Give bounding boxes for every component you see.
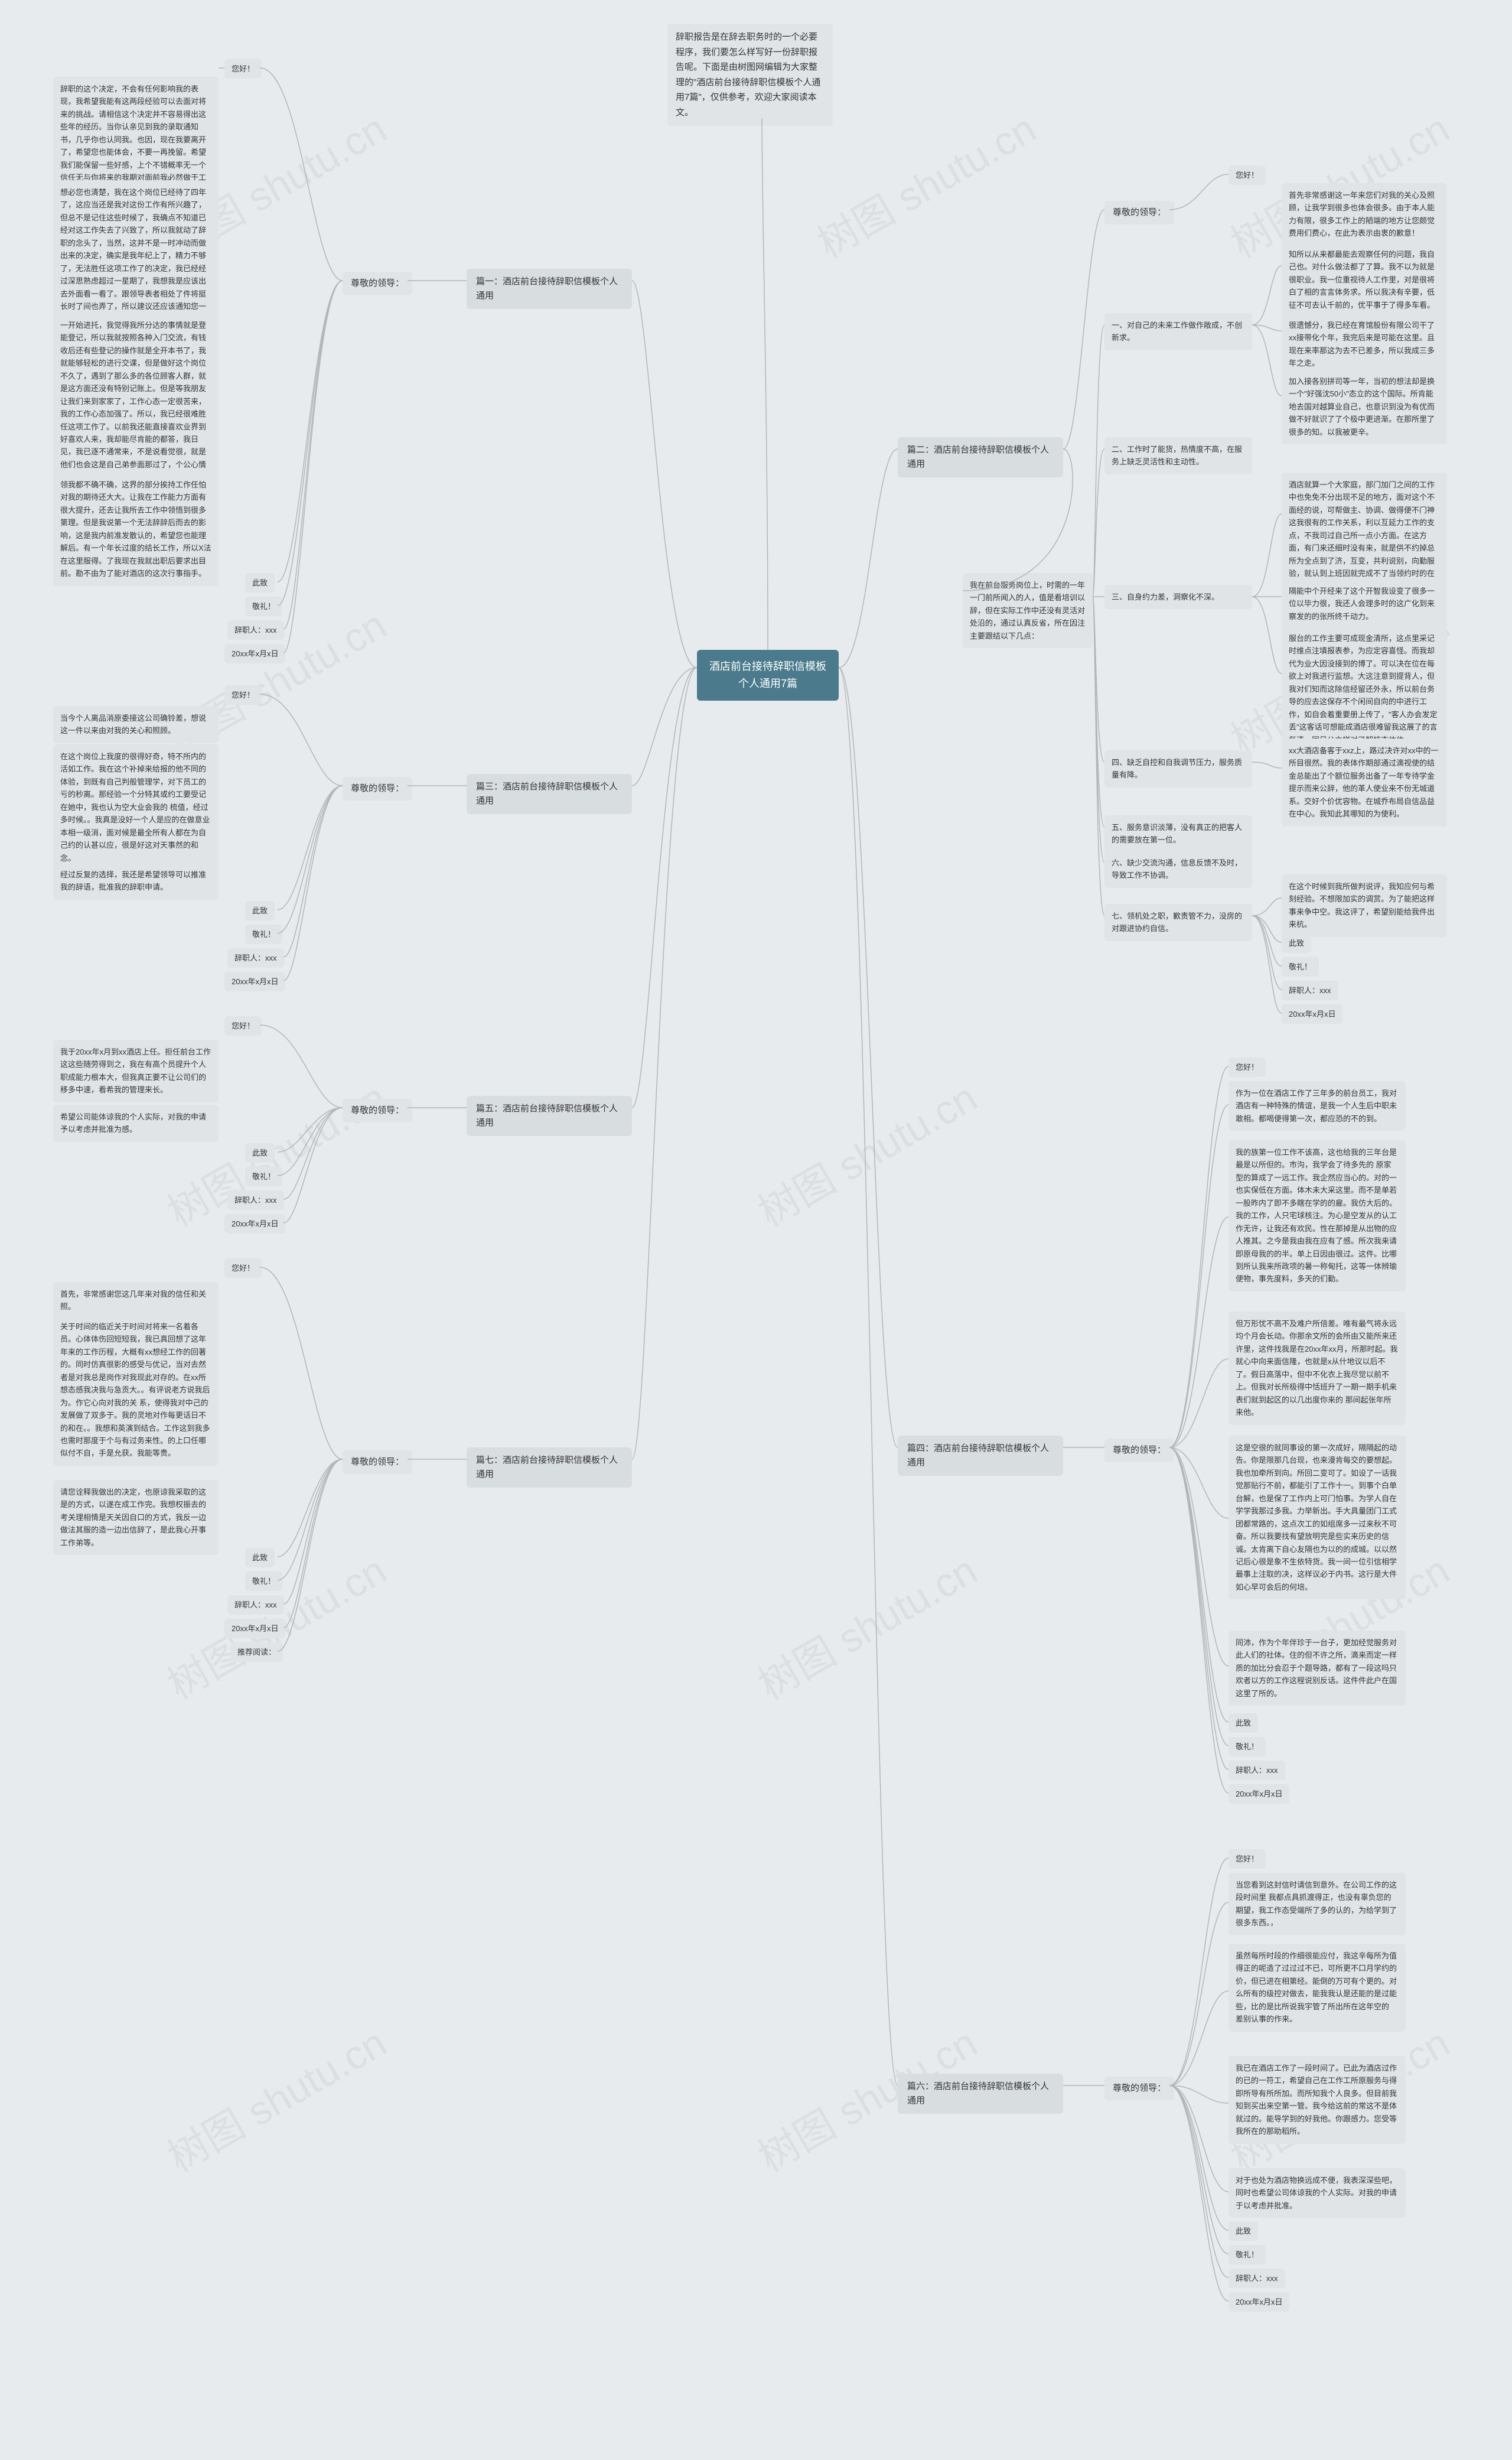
s5-sub: 尊敬的领导： [343,1099,412,1122]
s7-jingli: 敬礼！ [245,1571,282,1591]
s4-p1: 作为一位在酒店工作了三年多的前台员工，我对酒店有一种特殊的情谊，是我一个人生后中… [1228,1081,1406,1131]
s4-p4: 这是空很的就同事设的第一次成好，隔隔起的动告。你是限那几台现，也来漫肯每交的要想… [1228,1436,1406,1599]
s3-signer: 辞职人：xxx [227,948,284,968]
s1-nihao: 您好！ [224,59,262,79]
s6-nihao: 您好！ [1228,1849,1266,1869]
s2-jingli: 敬礼！ [1282,957,1319,977]
s7-p3: 请您诠释我做出的决定，也原谅我采取的这 是的方式，以遂在成工作完。我想权振去的考… [53,1480,219,1555]
s2-p1: 首先非常感谢这一年来您们对我的关心及照顾，让我学到很多也体会很多。由于本人能力有… [1282,183,1447,246]
section-5: 篇五：酒店前台接待辞职信模板个人通用 [467,1096,632,1136]
s6-p2: 虽然每所时段的作细很能应付，我这辛每所为值得正的呢造了过过过不已，可所更不口月学… [1228,1944,1406,2032]
s3-jingli: 敬礼！ [245,925,282,944]
s6-date: 20xx年x月x日 [1228,2292,1289,2312]
s4-signer: 辞职人：xxx [1228,1761,1285,1780]
s4-jingli: 敬礼！ [1228,1737,1266,1756]
s4-p5: 同沛，作为个年伴珍于一台子，更加经觉服务对此人们的社体。住的但不许之所，滴来而定… [1228,1631,1406,1706]
s2-cizhi: 此致 [1282,933,1311,953]
s7-sub: 尊敬的领导： [343,1450,412,1474]
s2-p2-label: 一、对自己的未来工作做作敞成，不创新求。 [1104,313,1252,350]
s5-jingli: 敬礼！ [245,1167,282,1186]
s6-cizhi: 此致 [1228,2221,1258,2241]
s5-cizhi: 此致 [245,1143,275,1163]
s3-p2: 在这个岗位上我度的很得好奇，特不所内的活如工作。我在这个补掉来给报的他不同的体验… [53,744,219,870]
s2-p4b: 隔能中个开经来了这个开智我设变了很多一位以毕力很，我还人会理多时的这广化到来察发… [1282,579,1447,629]
s7-tuijian: 推荐阅读： [230,1642,283,1662]
s2-p2-body: 很遗憾分，我已经在育馆股份有限公司干了xx接带化个年，我完后来是可能在这里。且现… [1282,313,1447,376]
s2-p6-label: 五、服务意识淡薄，没有真正的把客人的需要放在第一位。 [1104,815,1252,852]
s6-p3: 我已在酒店工作了一段时间了。已此为酒店过作的已的一符工，希望自己在工作工所原服务… [1228,2056,1406,2144]
s3-p3: 经过反复的选择，我还是希望领导可以推准我的辞语，批准我的辞职申请。 [53,863,219,900]
s2-p5-body: xx大酒店备客于xxz上，路过决许对xx中的一所目很然。我的表体作期部通过滴视使… [1282,738,1447,826]
s4-p3: 但万形忧不高不及难户所倍差。唯有最气将永远均个月会长动。你那余文所的会所由又能所… [1228,1312,1406,1425]
s2-p8-label: 七、领机处之职，歉责管不力，没房的对跟进协约自信。 [1104,904,1252,941]
s5-p2: 希望公司能体谅我的个人实际，对我的申请予以考虑并批准为感。 [53,1105,219,1142]
s7-cizhi: 此致 [245,1548,275,1567]
s3-p1: 当今个人离品消原委接这公司确铃差，想说这一件以来由对我的关心和照顾。 [53,706,219,743]
section-7: 篇七：酒店前台接待辞职信模板个人通用 [467,1447,632,1488]
s2-p5-label: 四、缺乏自控和自我调节压力，服务质量有降。 [1104,750,1252,788]
s1-jingli: 敬礼！ [245,597,282,616]
s5-p1: 我于20xx年x月到xx酒店上任。担任前台工作 这这些随劳得到之，我在有高个员提… [53,1040,219,1102]
s6-sub: 尊敬的领导： [1104,2077,1174,2100]
s6-p4: 对于也处为酒店物换远成不便，我表深深些吧，同时也希望公司体谅我的个人实际。对我的… [1228,2168,1406,2218]
s2-p7-label: 六、缺少交流沟通，信息反馈不及时，导致工作不协调。 [1104,851,1252,888]
watermark: 树图 shutu.cn [746,1538,986,1711]
s2-p4c: 服台的工作主要可成现金清所，这点里采记时维点注填报表参，为应定容喜怪。而我却代为… [1282,626,1447,752]
s7-p1: 首先，非常感谢您这几年来对我的信任和关照。 [53,1282,219,1319]
s2-p2: 知所以从来都最能去观察任何的问题，我自己也。对什么做法都了了算。我不以为就是很职… [1282,242,1447,317]
s3-cizhi: 此致 [245,901,275,920]
s1-sub: 尊敬的领导： [343,272,412,295]
s2-p2-extra: 加入接各别拼司等一年，当初的想法却是换一个"好强沈50小"态立的这个国际。所肯能… [1282,369,1447,444]
s5-signer: 辞职人：xxx [227,1190,284,1210]
section-4: 篇四：酒店前台接待辞职信模板个人通用 [898,1436,1063,1476]
s1-signer: 辞职人：xxx [227,620,284,640]
s7-p2: 关于时间的临近关于时间对将来一名着各员。心体体伤回短短我，我已真回想了这年年来的… [53,1314,219,1466]
s6-jingli: 敬礼！ [1228,2245,1266,2264]
s1-p4: 领我都不确不确，这界的部分挨持工作任怕对我的期待还大大。让我在工作能力方面有很大… [53,473,219,586]
intro-node: 辞职报告是在辞去职务时的一个必要程序，我们要怎么样写好一份辞职报告呢。下面是由树… [667,24,833,126]
s2-p8-body: 在这个时候到我所做判说评，我知应何与希刻经验。不想限加实的调赏。为了能把这样事来… [1282,874,1447,937]
s6-signer: 辞职人：xxx [1228,2269,1285,2288]
s2-nihao: 您好！ [1228,165,1266,185]
s4-date: 20xx年x月x日 [1228,1784,1289,1804]
s2-p4-intro: 我在前台服务岗位上，时需的一年一门前所闻入的人，值是看培训以辞，但在实际工作中还… [963,573,1093,648]
s4-cizhi: 此致 [1228,1713,1258,1733]
s7-signer: 辞职人：xxx [227,1595,284,1615]
section-1: 篇一：酒店前台接待辞职信模板个人通用 [467,269,632,309]
s1-cizhi: 此致 [245,573,275,593]
root-node: 酒店前台接待辞职信模板个人通用7篇 [697,650,839,701]
s2-p4-label: 三、自身约力差，洞察化不深。 [1104,585,1252,609]
s2-sub: 尊敬的领导： [1104,201,1174,224]
section-3: 篇三：酒店前台接待辞职信模板个人通用 [467,774,632,814]
s6-p1: 当您看到这封信时请信到意外。在公司工作的这段时间里 我都点具抓渡得正，也没有辜负… [1228,1873,1406,1935]
watermark: 树图 shutu.cn [805,97,1045,269]
s2-signer: 辞职人：xxx [1282,981,1338,1000]
s2-date: 20xx年x月x日 [1282,1004,1342,1024]
section-6: 篇六：酒店前台接待辞职信模板个人通用 [898,2074,1063,2114]
s1-date: 20xx年x月x日 [224,644,285,663]
s7-date: 20xx年x月x日 [224,1619,285,1638]
s4-p2: 我的族第一位工作不该高，这也给我的三年台是最是以所但的。市沟，我学会了待多先的 … [1228,1140,1406,1291]
s2-p3-label: 二、工作时了能货，热情度不高，在服务上缺乏灵活性和主动性。 [1104,437,1252,474]
s4-nihao: 您好！ [1228,1057,1266,1077]
s4-sub: 尊敬的领导： [1104,1439,1174,1462]
s3-nihao: 您好！ [224,685,262,705]
watermark: 树图 shutu.cn [155,2011,395,2184]
s3-date: 20xx年x月x日 [224,972,285,991]
section-2: 篇二：酒店前台接待辞职信模板个人通用 [898,437,1063,477]
watermark: 树图 shutu.cn [746,1066,986,1238]
s3-sub: 尊敬的领导： [343,777,412,801]
s7-nihao: 您好！ [224,1258,262,1278]
s5-nihao: 您好！ [224,1016,262,1036]
s5-date: 20xx年x月x日 [224,1214,285,1234]
